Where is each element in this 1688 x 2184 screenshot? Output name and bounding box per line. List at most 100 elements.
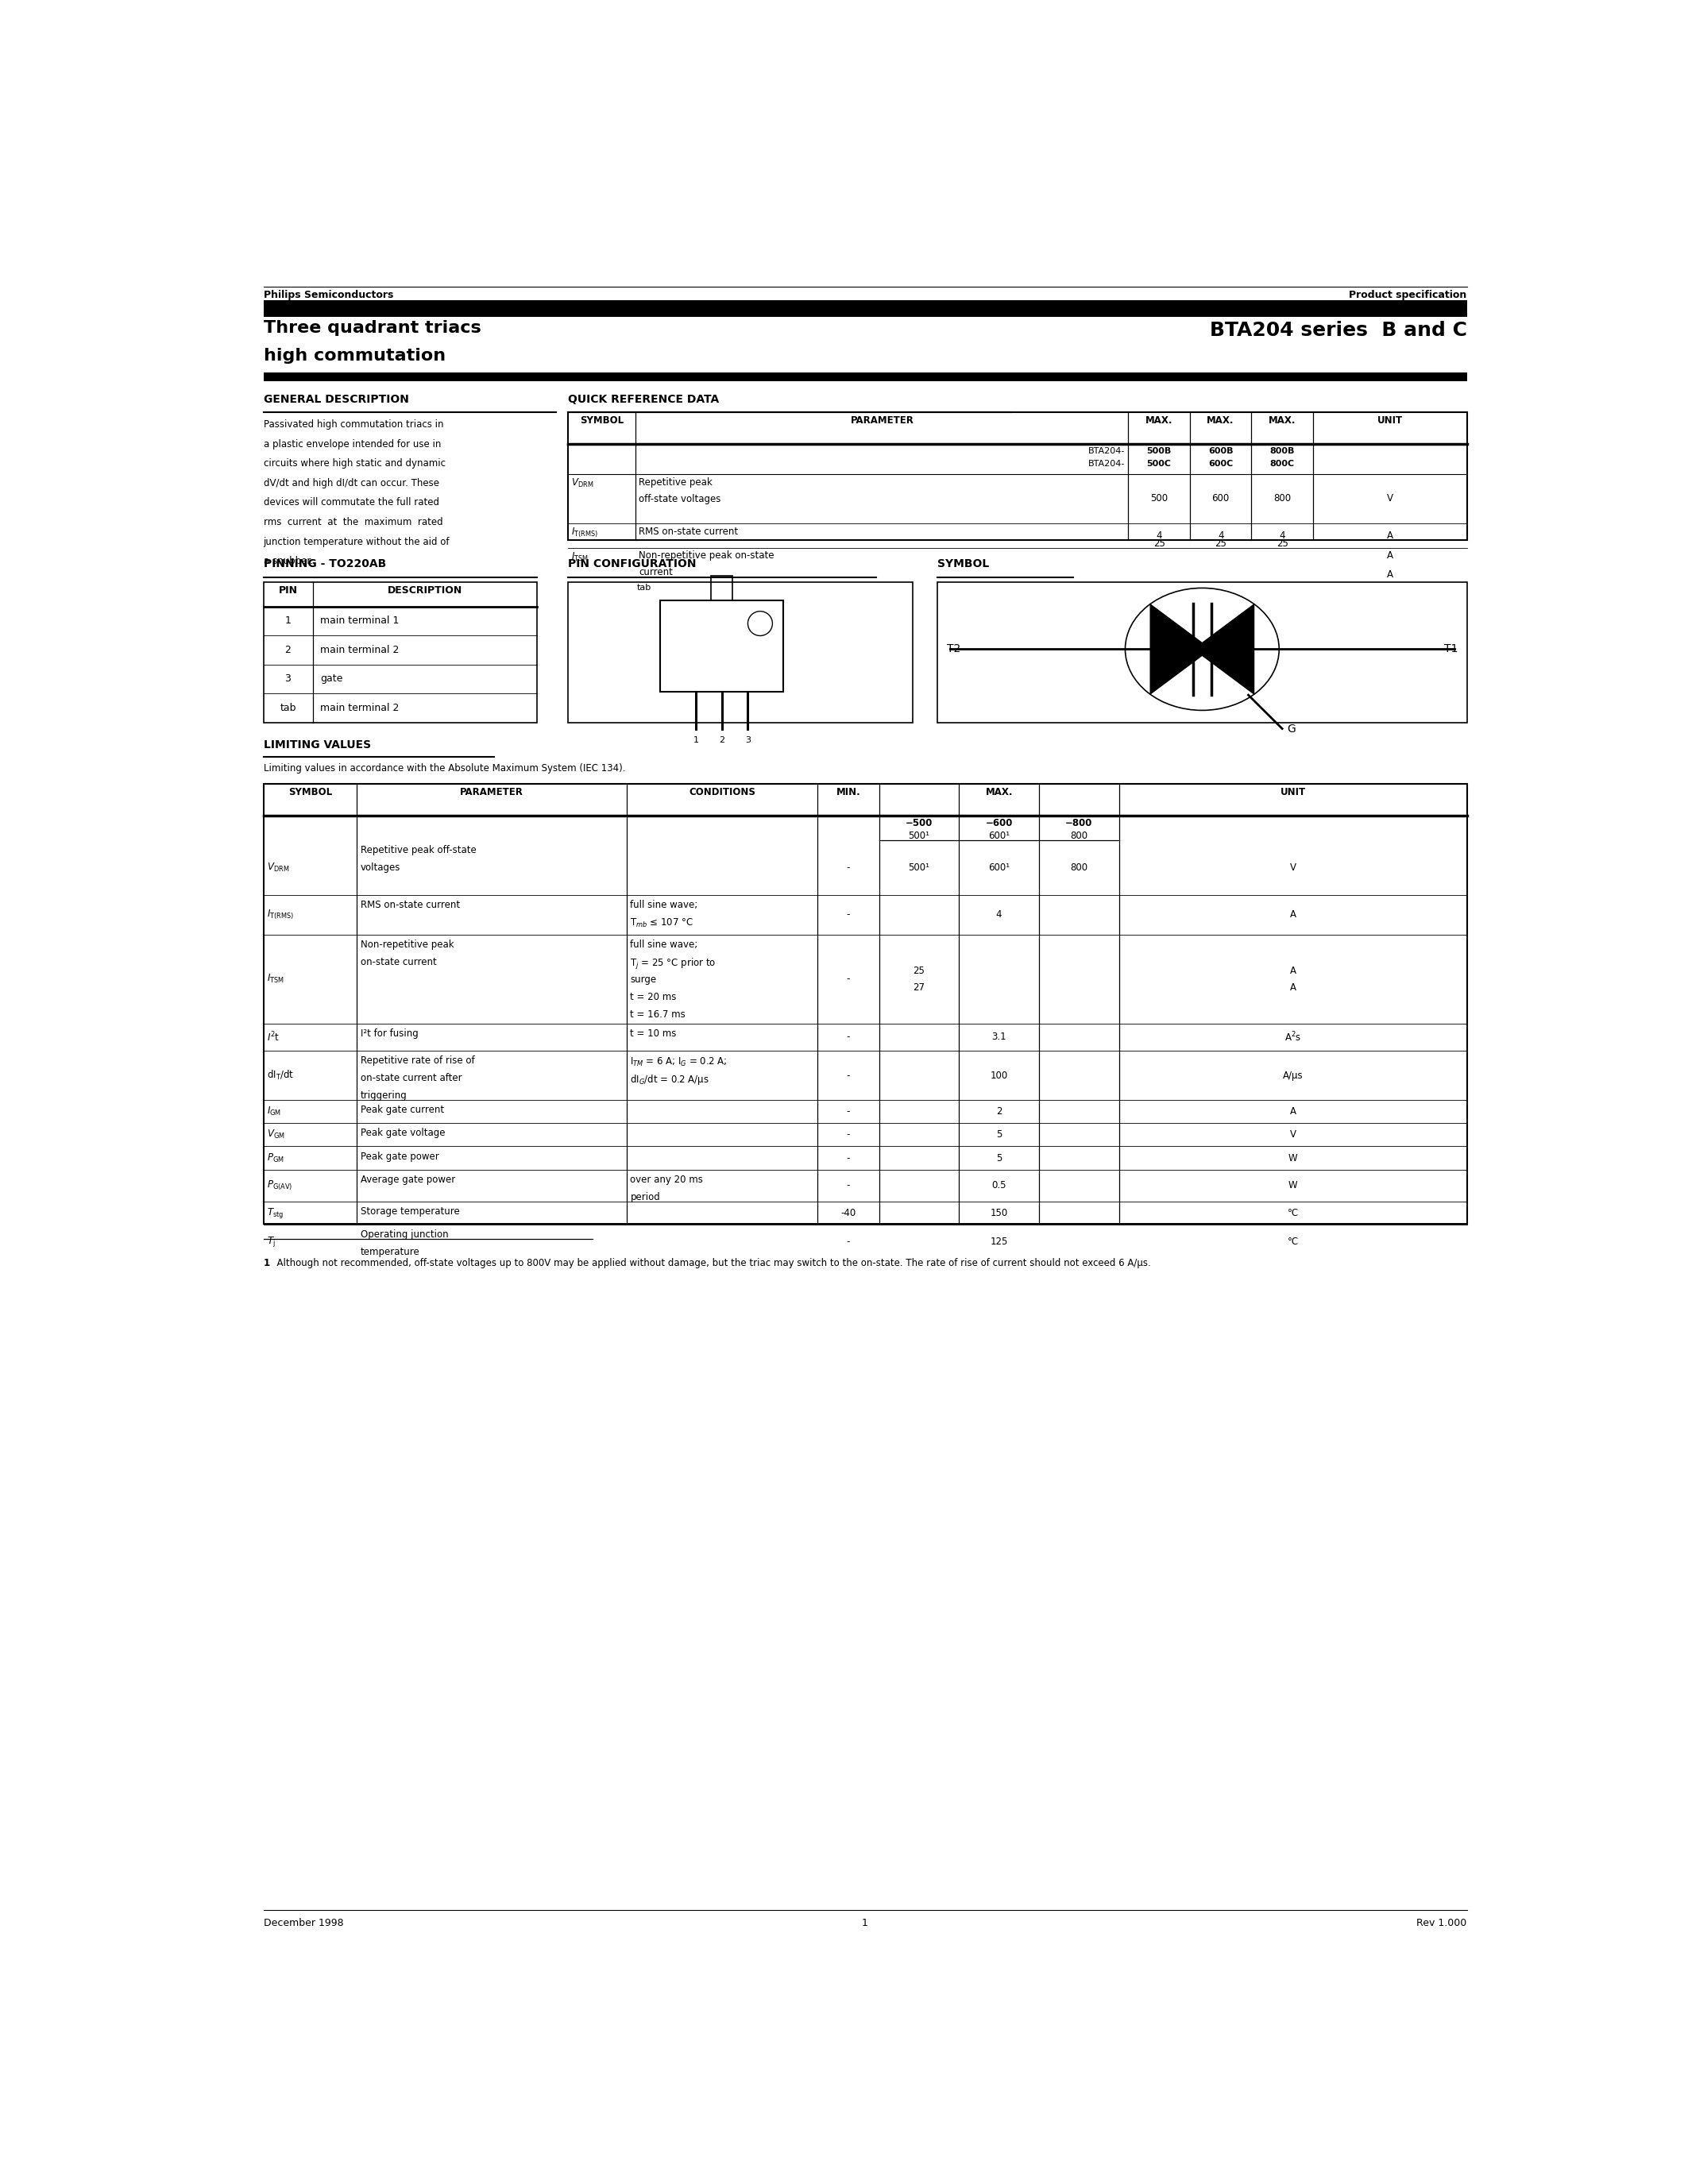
Text: $I^{\rm 2}$t: $I^{\rm 2}$t: [267, 1031, 280, 1044]
Text: -: -: [846, 1033, 851, 1042]
Text: MAX.: MAX.: [1146, 415, 1173, 426]
Text: main terminal 2: main terminal 2: [321, 703, 398, 714]
Text: SYMBOL: SYMBOL: [937, 559, 989, 570]
Text: -: -: [846, 1107, 851, 1116]
Text: 4: 4: [1280, 531, 1285, 542]
Text: -40: -40: [841, 1208, 856, 1219]
Text: current: current: [638, 568, 674, 577]
Text: I²t for fusing: I²t for fusing: [361, 1029, 419, 1040]
Text: $I_{\rm TSM}$: $I_{\rm TSM}$: [571, 550, 589, 563]
Text: Repetitive rate of rise of: Repetitive rate of rise of: [361, 1055, 474, 1066]
Bar: [569, 581, 913, 723]
Text: 100: 100: [991, 1070, 1008, 1081]
Text: 25: 25: [1215, 539, 1227, 548]
Text: Peak gate voltage: Peak gate voltage: [361, 1127, 446, 1138]
Text: 600¹: 600¹: [987, 830, 1009, 841]
Text: -: -: [846, 974, 851, 985]
Text: A: A: [1290, 983, 1296, 994]
Polygon shape: [1193, 603, 1254, 695]
Text: 1: 1: [694, 736, 699, 745]
Text: °C: °C: [1288, 1208, 1298, 1219]
Text: BTA204 series  B and C: BTA204 series B and C: [1210, 321, 1467, 341]
Text: GENERAL DESCRIPTION: GENERAL DESCRIPTION: [263, 393, 408, 404]
Text: $I_{\rm GM}$: $I_{\rm GM}$: [267, 1105, 282, 1118]
Text: on-state current after: on-state current after: [361, 1072, 463, 1083]
Text: -: -: [846, 1179, 851, 1190]
Text: G: G: [1288, 723, 1296, 734]
Text: tab: tab: [280, 703, 295, 714]
Bar: [937, 581, 1467, 723]
Bar: [263, 299, 1467, 317]
Text: 5: 5: [996, 1129, 1003, 1140]
Text: 500: 500: [1150, 494, 1168, 505]
Text: junction temperature without the aid of: junction temperature without the aid of: [263, 537, 449, 546]
Text: 500¹: 500¹: [908, 830, 930, 841]
Text: A: A: [1388, 570, 1393, 579]
Text: 500¹: 500¹: [908, 863, 930, 874]
Text: SYMBOL: SYMBOL: [289, 788, 333, 797]
Text: PIN CONFIGURATION: PIN CONFIGURATION: [569, 559, 697, 570]
Text: 800: 800: [1070, 863, 1087, 874]
Text: PINNING - TO220AB: PINNING - TO220AB: [263, 559, 387, 570]
Bar: [263, 371, 1467, 382]
Text: T2: T2: [947, 644, 960, 655]
Text: gate: gate: [321, 675, 343, 684]
Text: 2: 2: [719, 736, 724, 745]
Text: Average gate power: Average gate power: [361, 1175, 456, 1184]
Text: 600C: 600C: [1209, 461, 1232, 467]
Text: MAX.: MAX.: [986, 788, 1013, 797]
Text: a plastic envelope intended for use in: a plastic envelope intended for use in: [263, 439, 441, 450]
Text: A/μs: A/μs: [1283, 1070, 1303, 1081]
Text: -: -: [846, 1070, 851, 1081]
Text: T$_{mb}$ ≤ 107 °C: T$_{mb}$ ≤ 107 °C: [630, 917, 694, 930]
Text: high commutation: high commutation: [263, 347, 446, 363]
Text: T1: T1: [1443, 644, 1458, 655]
Text: 4: 4: [1217, 531, 1224, 542]
Text: 500C: 500C: [1146, 461, 1171, 467]
Text: V: V: [1290, 863, 1296, 874]
Text: voltages: voltages: [361, 863, 400, 874]
Text: CONDITIONS: CONDITIONS: [689, 788, 755, 797]
Text: triggering: triggering: [361, 1090, 407, 1101]
Text: -: -: [846, 1129, 851, 1140]
Bar: [569, 413, 1467, 539]
Text: 800C: 800C: [1269, 461, 1295, 467]
Text: 4: 4: [1156, 531, 1161, 542]
Text: $P_{\rm GM}$: $P_{\rm GM}$: [267, 1151, 284, 1164]
Text: T$_{j}$ = 25 °C prior to: T$_{j}$ = 25 °C prior to: [630, 957, 716, 972]
Text: PARAMETER: PARAMETER: [851, 415, 913, 426]
Text: 1: 1: [263, 1258, 270, 1269]
Text: tab: tab: [636, 583, 652, 592]
Text: 600: 600: [1212, 494, 1229, 505]
Text: t = 16.7 ms: t = 16.7 ms: [630, 1009, 685, 1020]
Text: $T_{\rm j}$: $T_{\rm j}$: [267, 1234, 275, 1249]
Text: 25: 25: [913, 965, 925, 976]
Text: $V_{\rm GM}$: $V_{\rm GM}$: [267, 1129, 285, 1140]
Text: 150: 150: [991, 1208, 1008, 1219]
Text: 1: 1: [285, 616, 290, 627]
Text: main terminal 1: main terminal 1: [321, 616, 398, 627]
Text: UNIT: UNIT: [1377, 415, 1403, 426]
Text: °C: °C: [1288, 1236, 1298, 1247]
Text: devices will commutate the full rated: devices will commutate the full rated: [263, 498, 439, 509]
Text: 3: 3: [744, 736, 751, 745]
Text: A: A: [1290, 965, 1296, 976]
Text: −800: −800: [1065, 819, 1092, 828]
Text: 500B: 500B: [1146, 448, 1171, 454]
Text: 4: 4: [996, 911, 1003, 919]
Text: A: A: [1290, 1107, 1296, 1116]
Text: Philips Semiconductors: Philips Semiconductors: [263, 290, 393, 299]
Text: 600B: 600B: [1209, 448, 1234, 454]
Text: −500: −500: [905, 819, 932, 828]
Text: Operating junction: Operating junction: [361, 1230, 449, 1241]
Text: Passivated high commutation triacs in: Passivated high commutation triacs in: [263, 419, 444, 430]
Text: temperature: temperature: [361, 1247, 420, 1258]
Text: 5: 5: [996, 1153, 1003, 1164]
Text: $V_{\rm DRM}$: $V_{\rm DRM}$: [267, 860, 290, 874]
Text: Product specification: Product specification: [1349, 290, 1467, 299]
Text: 600¹: 600¹: [987, 863, 1009, 874]
Text: t = 10 ms: t = 10 ms: [630, 1029, 677, 1040]
Polygon shape: [1150, 603, 1212, 695]
Text: circuits where high static and dynamic: circuits where high static and dynamic: [263, 459, 446, 470]
Text: 25: 25: [1276, 539, 1288, 548]
